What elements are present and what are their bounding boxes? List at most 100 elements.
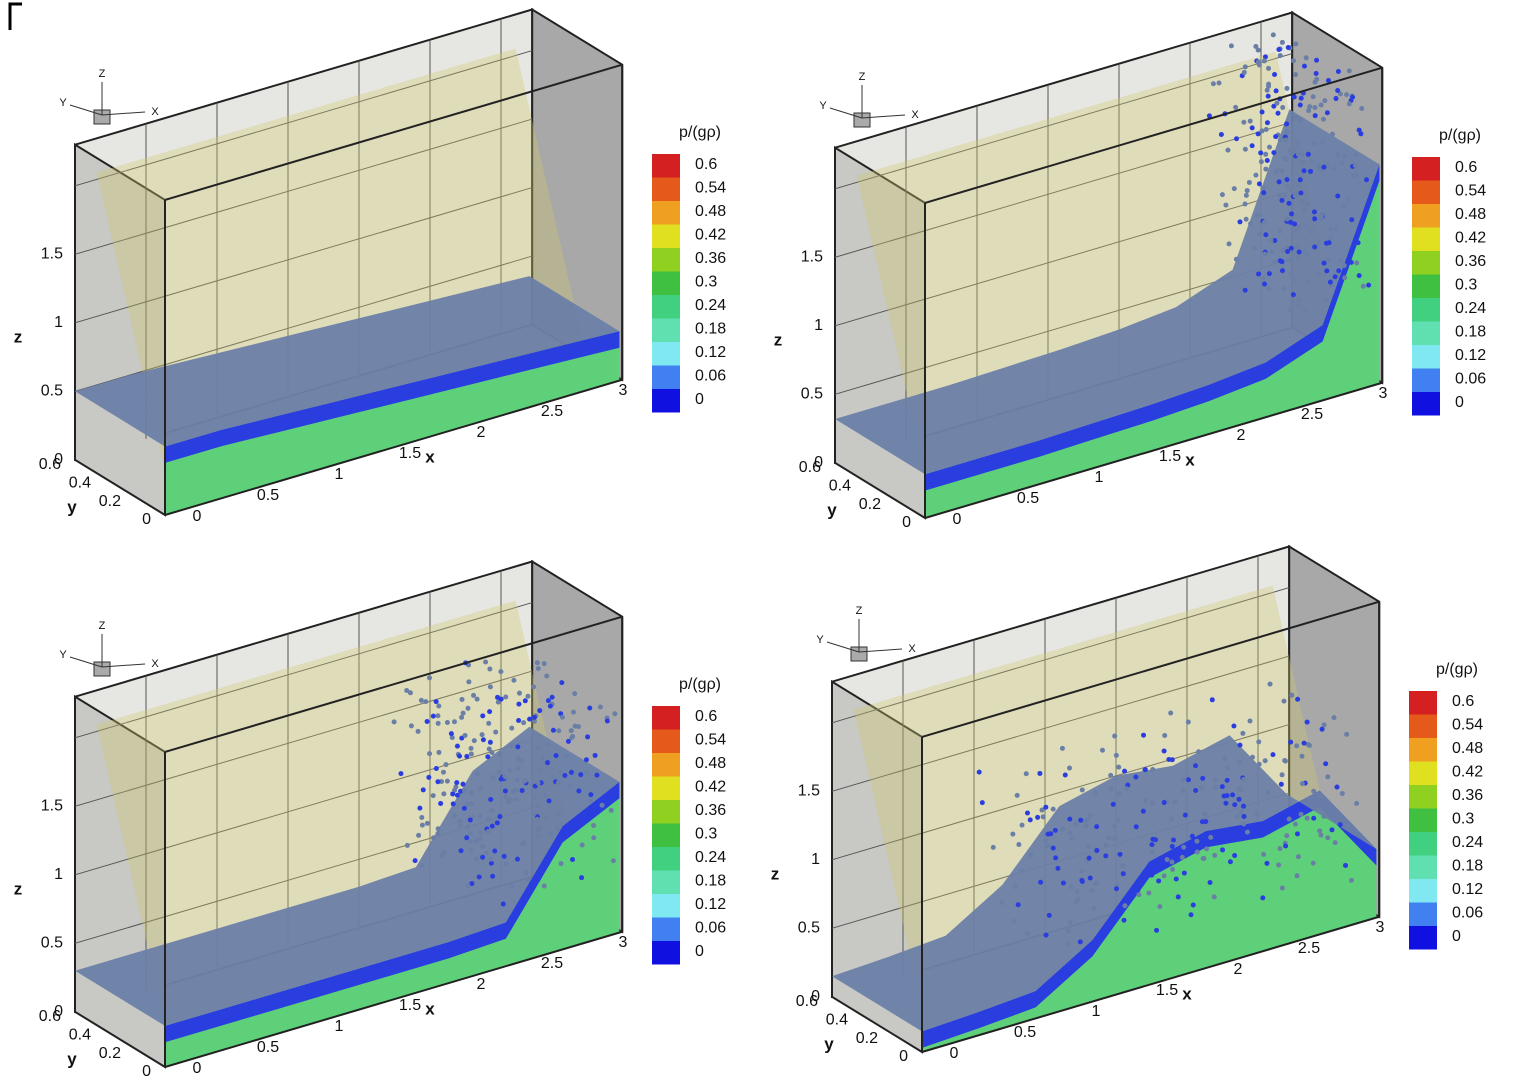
particle	[1263, 232, 1269, 238]
legend-label: 0.24	[1452, 834, 1483, 851]
particle	[459, 696, 465, 702]
particle	[1301, 168, 1307, 174]
particle	[1264, 860, 1270, 866]
particle	[391, 719, 397, 725]
particle	[1108, 772, 1114, 778]
particle	[1244, 188, 1250, 194]
particle	[1311, 788, 1317, 794]
particle	[1316, 240, 1322, 246]
particle	[1264, 158, 1270, 164]
particle	[1298, 117, 1304, 123]
particle	[1293, 41, 1299, 47]
particle	[1306, 742, 1312, 748]
y-axis-title: y	[827, 500, 837, 519]
x-tick-label: 2	[477, 424, 486, 441]
particle	[515, 765, 521, 771]
triad-label: Y	[59, 649, 67, 661]
particle	[1333, 96, 1339, 102]
particle	[1284, 85, 1290, 91]
legend-swatch	[1409, 785, 1437, 809]
particle	[1286, 257, 1292, 263]
particle	[1346, 68, 1352, 74]
particle	[1320, 139, 1326, 145]
particle	[1353, 172, 1359, 178]
particle	[548, 831, 554, 837]
y-tick-label: 0.6	[39, 456, 61, 473]
particle	[479, 732, 485, 738]
particle	[1248, 221, 1254, 227]
x-tick-label: 1	[1092, 1003, 1101, 1020]
particle	[1341, 154, 1347, 160]
particle	[1264, 120, 1270, 126]
legend-label: 0	[695, 391, 704, 408]
particle	[1281, 155, 1287, 161]
z-tick-label: 0	[814, 454, 823, 471]
x-axis-title: x	[425, 999, 435, 1018]
legend-swatch	[1412, 298, 1440, 322]
particle	[1352, 162, 1358, 168]
particle	[1010, 831, 1016, 837]
particle	[567, 782, 573, 788]
legend-swatch	[652, 753, 680, 777]
particle	[1092, 790, 1098, 796]
particle	[1312, 104, 1318, 110]
grid-line	[834, 190, 1293, 327]
particle	[1093, 880, 1099, 886]
legend-label: 0.24	[1455, 300, 1486, 317]
legend-swatch	[1412, 157, 1440, 181]
particle	[1321, 813, 1327, 819]
particle	[1237, 742, 1243, 748]
particle	[1259, 128, 1265, 134]
z-axis-title: z	[774, 330, 783, 349]
particle	[1220, 847, 1226, 853]
particle	[1284, 121, 1290, 127]
particle	[1153, 837, 1159, 843]
particle	[1202, 811, 1208, 817]
legend-swatch	[1412, 227, 1440, 251]
particle	[418, 697, 424, 703]
particle	[545, 698, 551, 704]
legend-title: p/(gρ)	[1439, 127, 1481, 144]
particle	[1157, 904, 1163, 910]
particle	[502, 788, 508, 794]
grid-line	[831, 655, 1290, 792]
particle	[485, 816, 491, 822]
particle	[1228, 43, 1234, 49]
particle	[578, 772, 584, 778]
particle	[1038, 879, 1044, 885]
panel: 0 0.5 1 1.5 0 0.5 1 1.5 2 2.5 3 0 0.2 0.4 0.6 z x y Z Y Xp/(…	[14, 559, 726, 1080]
particle	[1116, 764, 1122, 770]
particle	[448, 731, 454, 737]
particle	[1281, 286, 1287, 292]
particle	[1282, 192, 1288, 198]
particle	[1112, 823, 1118, 829]
x-tick-label: 0.5	[1017, 490, 1039, 507]
particle	[1299, 753, 1305, 759]
legend-swatch	[652, 248, 680, 272]
particle	[1200, 856, 1206, 862]
particle	[1256, 181, 1262, 187]
particle	[1261, 851, 1267, 857]
particle	[1262, 219, 1268, 225]
particle	[1116, 791, 1122, 797]
legend-swatch	[652, 706, 680, 730]
x-tick-label: 0	[193, 508, 202, 525]
particle	[1304, 252, 1310, 258]
particle	[1243, 216, 1249, 222]
particle	[1244, 829, 1250, 835]
z-tick-label: 0.5	[801, 386, 823, 403]
particle	[1343, 862, 1349, 868]
particle	[1295, 151, 1301, 157]
y-tick-label: 0.4	[829, 477, 851, 494]
particle	[1190, 902, 1196, 908]
particle	[1247, 718, 1253, 724]
particle	[1298, 95, 1304, 101]
legend-label: 0.42	[695, 227, 726, 244]
particle	[1356, 273, 1362, 279]
particle	[1124, 786, 1130, 792]
x-tick-label: 1.5	[1159, 448, 1181, 465]
x-axis-title: x	[1185, 450, 1195, 469]
legend-label: 0.36	[1455, 253, 1486, 270]
water-front	[165, 331, 620, 515]
particle	[1335, 152, 1341, 158]
